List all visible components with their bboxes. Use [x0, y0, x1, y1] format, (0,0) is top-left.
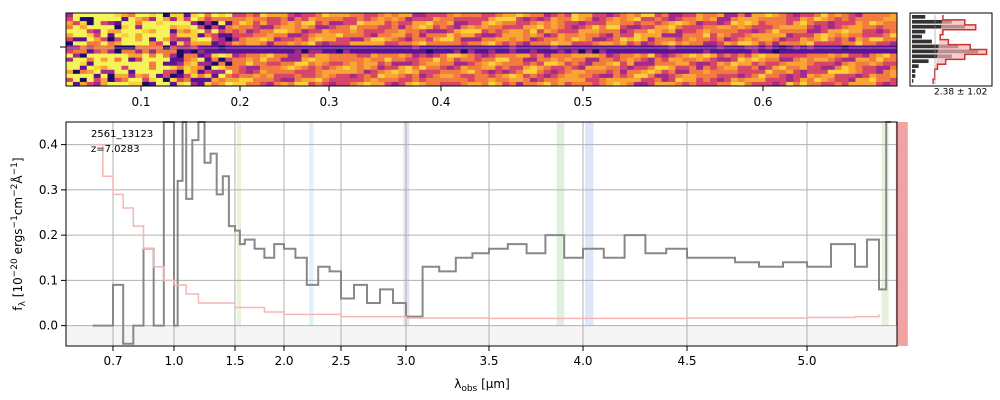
hist-bar-0 [912, 15, 926, 19]
y-tick-label-2: 0.2 [39, 228, 58, 242]
edge-band [895, 122, 908, 346]
emission-band-1 [309, 122, 314, 346]
hist-bar-12 [912, 74, 916, 78]
spectrum-2d-heatmap [66, 13, 898, 87]
histogram-bars [912, 15, 988, 84]
top-tick-label-4: 0.5 [573, 95, 592, 109]
x-tick-label-9: 5.0 [797, 354, 816, 368]
plot-background [66, 122, 897, 346]
y-tick-label-0: 0.0 [39, 319, 58, 333]
y-axis: 0.0 0.1 0.2 0.3 0.4 [39, 138, 66, 333]
emission-band-5 [881, 122, 889, 346]
x-tick-label-1: 1.0 [164, 354, 183, 368]
y-tick-label-3: 0.3 [39, 183, 58, 197]
x-axis-label: λobs [μm] [454, 377, 510, 394]
x-tick-label-2: 1.5 [225, 354, 244, 368]
top-tick-label-2: 0.3 [319, 95, 338, 109]
hist-bar-9 [912, 59, 929, 64]
emission-band-3 [556, 122, 565, 346]
top-tick-label-5: 0.6 [753, 95, 772, 109]
x-tick-label-7: 4.0 [573, 354, 592, 368]
top-tick-label-0: 0.1 [131, 95, 150, 109]
hist-bar-11 [912, 69, 916, 73]
histogram-panel: 2.38 ± 1.02 [909, 12, 993, 98]
x-tick-label-8: 4.5 [677, 354, 696, 368]
top-tick-label-1: 0.2 [230, 95, 249, 109]
series-error-line [92, 143, 880, 320]
x-axis: 0.7 1.0 1.5 2.0 2.5 3.0 3.5 4.0 4.5 5.0 [103, 346, 817, 368]
y-tick-label-4: 0.4 [39, 138, 58, 152]
redshift-label: z=7.0283 [91, 144, 140, 155]
top-tick-label-3: 0.4 [431, 95, 450, 109]
hist-bar-4 [912, 34, 922, 39]
hist-bar-2 [912, 24, 966, 29]
hist-model-line [932, 15, 988, 84]
object-id-label: 2561_13123 [91, 129, 153, 140]
hist-bar-10 [912, 64, 919, 68]
hist-bar-13 [912, 79, 914, 83]
spectrum-2d-x-axis: 0.1 0.2 0.3 0.4 0.5 0.6 [131, 86, 773, 109]
spectrum-2d-frame [65, 12, 898, 87]
emission-band-4 [585, 122, 594, 346]
x-tick-label-3: 2.0 [274, 354, 293, 368]
zero-region [66, 325, 897, 346]
y-tick-label-1: 0.1 [39, 273, 58, 287]
y-axis-label: fλ [10−20 ergs−1cm−2Å−1] [10, 157, 28, 310]
spectrum-1d-panel: 0.7 1.0 1.5 2.0 2.5 3.0 3.5 4.0 4.5 5.0 0.0 0.1 0.2… [10, 121, 908, 394]
hist-bar-1 [912, 19, 952, 24]
hist-bar-8 [912, 54, 952, 59]
hist-bar-5 [912, 39, 932, 44]
plot-frame [65, 121, 898, 347]
spectrum-2d-panel: 0.1 0.2 0.3 0.4 0.5 0.6 [60, 12, 898, 109]
x-tick-label-4: 2.5 [331, 354, 350, 368]
x-tick-label-6: 3.5 [479, 354, 498, 368]
x-tick-label-0: 0.7 [103, 354, 122, 368]
hist-bar-3 [912, 29, 926, 34]
x-tick-label-5: 3.0 [396, 354, 415, 368]
histogram-label: 2.38 ± 1.02 [934, 88, 987, 98]
